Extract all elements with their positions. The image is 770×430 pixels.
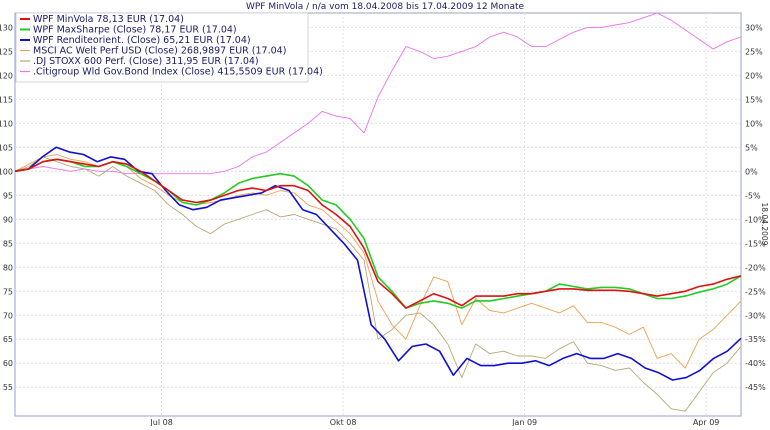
y-left-tick-label: 80 (3, 263, 13, 272)
x-tick-label: Jan 09 (511, 418, 537, 426)
y-left-tick-label: 100 (0, 167, 13, 176)
y-left-tick-label: 60 (3, 359, 13, 368)
legend-entry: MSCI AC Welt Perf USD (Close) 268,9897 E… (33, 46, 286, 57)
y-left-tick-label: 115 (0, 95, 13, 104)
y-left-tick-label: 65 (3, 335, 13, 344)
chart-title: WPF MinVola / n/a vom 18.04.2008 bis 17.… (246, 2, 525, 12)
y-right-tick-label: -35% (745, 335, 766, 344)
y-right-tick-label: -10% (745, 215, 766, 224)
series-line-6 (14, 12, 742, 175)
series-line-5 (14, 156, 742, 412)
y-right-tick-label: -25% (745, 287, 766, 296)
series-layer (14, 12, 742, 412)
legend-entry: .Citigroup Wld Gov.Bond Index (Close) 41… (33, 67, 323, 78)
y-right-tick-label: 25% (745, 47, 763, 56)
legend: WPF MinVola 78,13 EUR (17.04)WPF MaxShar… (15, 12, 323, 83)
side-date-label: 18.04.2009 (760, 203, 769, 246)
y-right-tick-label: 20% (745, 71, 763, 80)
y-left-tick-label: 105 (0, 143, 13, 152)
y-left-tick-label: 85 (3, 239, 13, 248)
y-right-tick-label: -45% (745, 383, 766, 392)
x-tick-label: Jul 08 (149, 418, 172, 426)
y-right-tick-label: -5% (745, 191, 761, 200)
y-right-tick-label: 0% (745, 167, 758, 176)
x-tick-label: Okt 08 (330, 418, 357, 426)
legend-entry: .DJ STOXX 600 Perf. (Close) 311,95 EUR (… (33, 56, 259, 67)
y-left-tick-label: 120 (0, 71, 13, 80)
axis-layer: 55 60 65 70 75 80 85 90 95 100 105 110 115 120 125 130 3… (0, 23, 766, 427)
series-line-4 (14, 154, 742, 369)
y-left-tick-label: 55 (3, 383, 13, 392)
y-left-tick-label: 70 (3, 311, 13, 320)
y-left-tick-label: 90 (3, 215, 13, 224)
y-right-tick-label: -20% (745, 263, 766, 272)
series-line-1 (14, 158, 742, 309)
legend-entry: WPF Renditeorient. (Close) 65,21 EUR (17… (33, 35, 251, 46)
series-line-2 (14, 158, 742, 309)
y-right-tick-label: -15% (745, 239, 766, 248)
y-right-tick-label: -40% (745, 359, 766, 368)
y-left-tick-label: 110 (0, 119, 13, 128)
y-right-tick-label: 15% (745, 95, 763, 104)
y-left-tick-label: 130 (0, 23, 13, 32)
y-left-tick-label: 95 (3, 191, 13, 200)
y-left-tick-label: 75 (3, 287, 13, 296)
legend-box (15, 12, 309, 83)
x-tick-label: Apr 09 (693, 418, 720, 426)
y-right-tick-label: 30% (745, 23, 763, 32)
y-right-tick-label: 10% (745, 119, 763, 128)
legend-entry: WPF MaxSharpe (Close) 78,17 EUR (17.04) (33, 25, 237, 36)
y-right-tick-label: 5% (745, 143, 758, 152)
y-right-tick-label: -30% (745, 311, 766, 320)
y-left-tick-label: 125 (0, 47, 13, 56)
legend-entry: WPF MinVola 78,13 EUR (17.04) (33, 14, 184, 25)
